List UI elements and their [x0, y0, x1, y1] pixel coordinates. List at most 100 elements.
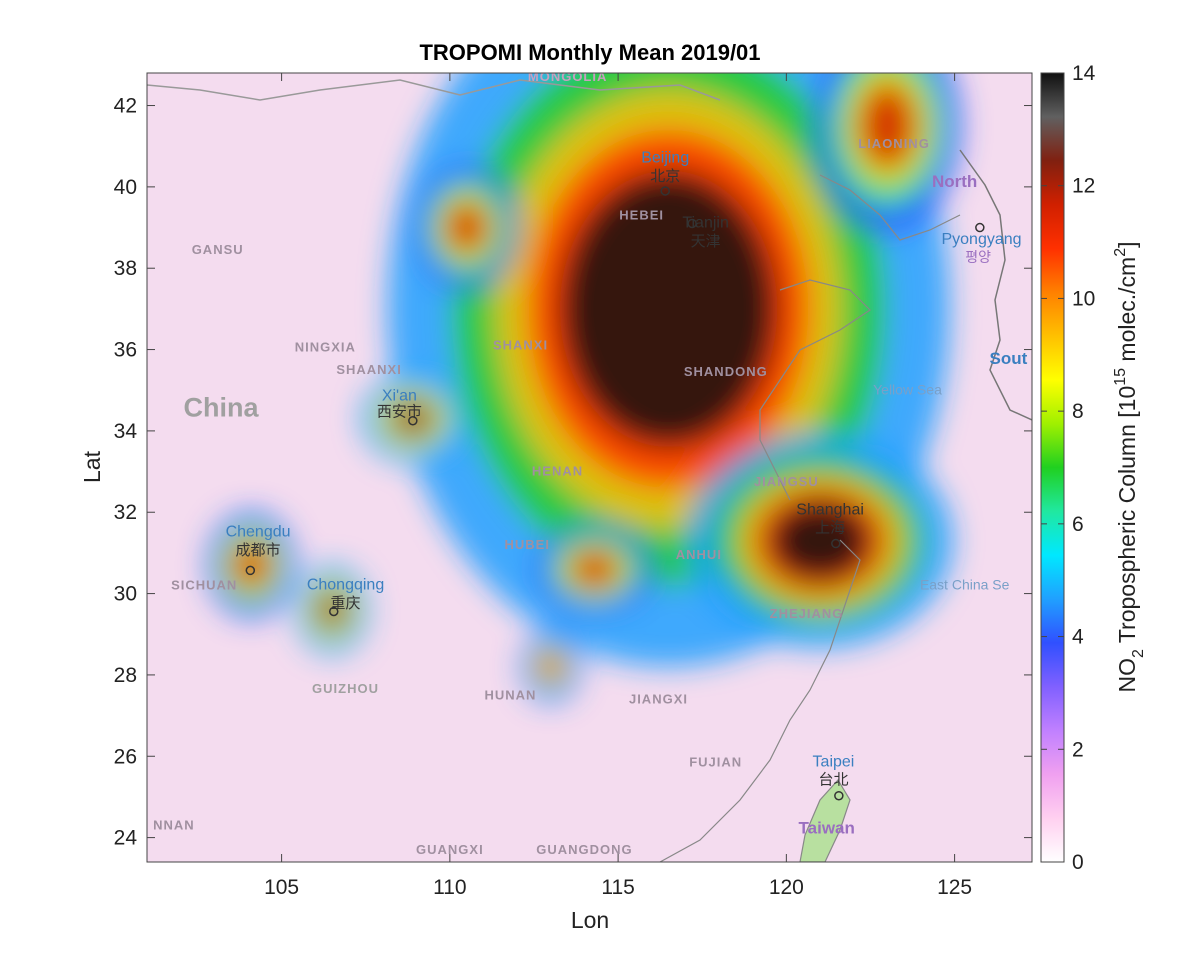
colorbar-label-part: 2: [1112, 248, 1129, 257]
city-marker: [660, 186, 670, 196]
place-label: China: [184, 393, 260, 423]
coastline-layer: [147, 79, 1032, 862]
y-axis-label: Lat: [79, 450, 105, 483]
place-label: MONGOLIA: [528, 69, 608, 84]
x-tick-label: 105: [264, 876, 299, 899]
korea-coastline: [959, 149, 1032, 421]
hotspot: [521, 630, 581, 703]
place-label: North: [932, 172, 977, 191]
city-marker: [329, 606, 339, 617]
colorbar-tick-label: 0: [1072, 851, 1084, 874]
hotspot-ring: [234, 544, 269, 586]
hotspot: [813, 73, 962, 234]
colorbar-tick-label: 10: [1072, 287, 1095, 310]
city-marker: [975, 222, 985, 233]
colorbar-label-part: 15: [1112, 368, 1129, 386]
place-label: Taiwan: [799, 819, 855, 838]
place-label: Tianjin: [682, 215, 729, 232]
place-label: HENAN: [532, 464, 583, 479]
place-label: NNAN: [153, 817, 195, 832]
place-label: 上海: [815, 520, 845, 537]
y-tick-label: 40: [114, 176, 137, 199]
colorbar-tick-label: 12: [1072, 175, 1095, 198]
colorbar-tick-label: 6: [1072, 513, 1084, 536]
place-label: Chengdu: [226, 524, 291, 541]
y-tick-label: 28: [114, 664, 137, 687]
place-label: 西安市: [377, 404, 422, 421]
x-tick-label: 120: [769, 876, 804, 899]
place-label: Sout: [990, 349, 1028, 368]
place-label: FUJIAN: [689, 754, 742, 769]
hotspot-ring: [317, 592, 347, 628]
y-tick-label: 42: [114, 95, 137, 118]
city-marker: [831, 538, 841, 549]
place-label: LIAONING: [858, 136, 930, 151]
place-label: Shanghai: [796, 501, 864, 518]
y-tick-label: 26: [114, 745, 137, 768]
city-marker: [687, 218, 697, 229]
taiwan-outline: [799, 778, 851, 862]
east-coastline: [659, 539, 861, 862]
place-label: ZHEJIANG: [770, 606, 844, 621]
place-label: HUBEI: [505, 537, 550, 552]
hotspot: [206, 511, 296, 619]
city-marker: [245, 565, 256, 576]
place-label: 평양: [965, 249, 991, 265]
city-marker: [834, 790, 844, 801]
x-tick-label: 110: [433, 876, 466, 899]
place-label: 重庆: [331, 595, 361, 612]
mongolia-border: [147, 79, 721, 101]
place-label: JIANGSU: [754, 474, 819, 489]
x-tick-label: 125: [937, 876, 972, 899]
place-label: 天津: [691, 233, 721, 250]
place-label: GUIZHOU: [312, 681, 379, 696]
hotspot-ring: [768, 499, 872, 583]
hotspot-ring: [446, 203, 487, 252]
place-label: 成都市: [236, 542, 281, 559]
hotspot-ring: [571, 551, 618, 587]
place-label: Xi'an: [382, 387, 417, 404]
y-tick-label: 34: [114, 420, 138, 443]
place-label: Pyongyang: [941, 231, 1021, 248]
colorbar-label-part: NO: [1114, 658, 1140, 693]
hotspot-ring: [559, 170, 778, 448]
place-label: JIANGXI: [629, 691, 688, 706]
place-label: ANHUI: [676, 547, 722, 562]
place-label: Yellow Sea: [873, 381, 942, 397]
place-label: Chongqing: [307, 577, 384, 594]
place-label: GANSU: [192, 242, 244, 257]
x-axis-label: Lon: [571, 907, 609, 933]
hotspot: [361, 373, 465, 464]
colorbar-tick-label: 4: [1072, 626, 1084, 649]
y-tick-label: 32: [114, 501, 137, 524]
shandong-coastline: [759, 279, 871, 501]
place-label: 台北: [818, 772, 848, 789]
hotspot-ring: [539, 652, 563, 681]
place-label: SICHUAN: [171, 578, 237, 593]
colorbar-label-part: ]: [1114, 241, 1140, 247]
x-tick-label: 115: [601, 876, 634, 899]
place-label: NINGXIA: [295, 340, 356, 355]
liaodong-coastline: [819, 174, 961, 241]
place-label: HEBEI: [619, 207, 664, 222]
hotspot: [535, 524, 654, 614]
colorbar-gradient: [1040, 72, 1065, 863]
y-tick-label: 30: [114, 583, 137, 606]
place-label: Beijing: [641, 149, 689, 166]
y-tick-label: 24: [114, 827, 138, 850]
hotspot-ring: [392, 401, 433, 436]
colorbar-label-part: molec./cm: [1114, 257, 1140, 368]
y-tick-label: 36: [114, 339, 137, 362]
hotspot: [686, 433, 954, 649]
hotspot: [295, 565, 370, 655]
city-marker: [408, 415, 418, 426]
colorbar-tick-label: 2: [1072, 738, 1084, 761]
place-label: East China Se: [920, 577, 1010, 593]
place-label: SHANXI: [493, 338, 548, 353]
colorbar-tick-label: 14: [1072, 62, 1096, 85]
place-label: SHAANXI: [336, 362, 402, 377]
chart-title: TROPOMI Monthly Mean 2019/01: [419, 40, 760, 65]
city-markers-layer: [245, 186, 985, 801]
